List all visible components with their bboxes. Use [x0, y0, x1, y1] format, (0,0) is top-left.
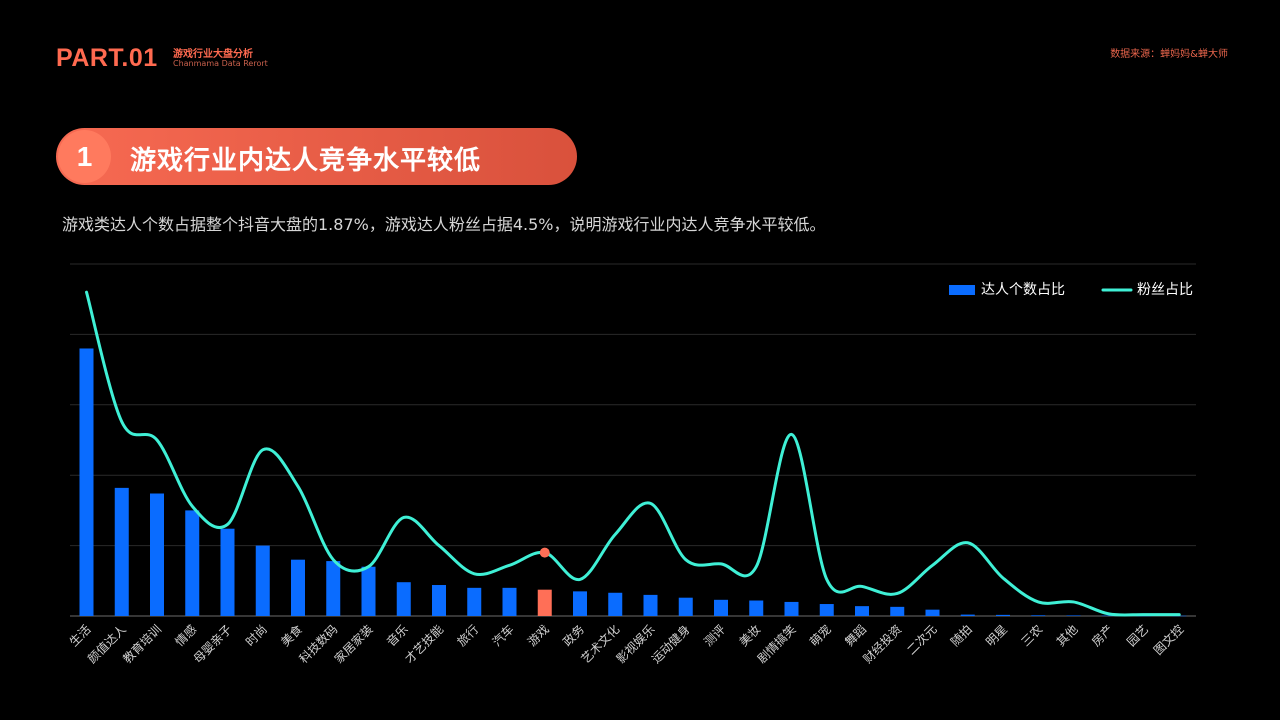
x-tick-label: 测评	[701, 622, 728, 649]
bar-16	[608, 592, 623, 616]
bar-29	[1066, 615, 1081, 616]
x-tick-label: 美妆	[736, 622, 763, 649]
bar-30	[1101, 615, 1116, 617]
bar-25	[925, 609, 940, 616]
bar-24	[890, 606, 905, 616]
x-tick-label: 二次元	[904, 622, 939, 657]
x-tick-label: 园艺	[1124, 622, 1151, 649]
x-tick-label: 政务	[560, 622, 588, 650]
part-subtitle-en: Chanmama Data Rerort	[173, 59, 268, 68]
section-title-pill: 1 游戏行业内达人竞争水平较低	[56, 128, 577, 185]
legend-line-label: 粉丝占比	[1137, 282, 1193, 298]
bar-9	[361, 566, 376, 616]
x-tick-label: 才艺技能	[402, 622, 446, 666]
bar-2	[114, 487, 129, 616]
bar-26	[960, 614, 975, 616]
x-tick-label: 音乐	[383, 622, 411, 650]
x-tick-label: 游戏	[525, 622, 552, 649]
bar-6	[255, 545, 270, 616]
fans-share-line	[85, 290, 1181, 617]
x-tick-label: 运动健身	[648, 622, 693, 667]
legend-bar-label: 达人个数占比	[981, 282, 1065, 298]
chart-grid	[70, 263, 1196, 617]
bar-15	[573, 591, 587, 616]
x-tick-label: 母婴亲子	[191, 622, 235, 666]
x-tick-label: 时尚	[243, 622, 270, 649]
x-tick-label: 家居家装	[331, 622, 376, 667]
bar-8	[326, 561, 341, 616]
bar-5	[220, 528, 235, 616]
bar-27	[996, 614, 1010, 616]
part-subtitle-cn: 游戏行业大盘分析	[173, 49, 253, 60]
bar-21	[784, 601, 799, 616]
bar-20	[749, 600, 764, 616]
highlight-point	[539, 547, 550, 558]
bar-7	[291, 559, 305, 616]
line-series	[85, 290, 1181, 617]
x-tick-label: 情感	[172, 622, 200, 650]
x-tick-label: 教育培训	[120, 622, 165, 667]
bar-4	[185, 510, 200, 616]
section-description: 游戏类达人个数占据整个抖音大盘的1.87%，游戏达人粉丝占据4.5%，说明游戏行…	[62, 215, 826, 234]
bar-1	[79, 348, 94, 616]
part-label: PART.01	[56, 44, 158, 72]
x-tick-label: 明星	[983, 622, 1010, 649]
x-tick-label: 三农	[1018, 622, 1045, 649]
x-tick-label: 生活	[67, 622, 94, 649]
chart-legend: 达人个数占比 粉丝占比	[949, 282, 1193, 298]
bar-12	[467, 587, 482, 616]
bar-10	[396, 582, 411, 616]
bar-17	[643, 594, 658, 616]
x-tick-label: 旅行	[454, 622, 481, 649]
x-tick-label: 其他	[1054, 622, 1081, 649]
section-number: 1	[58, 130, 111, 183]
bar-28	[1031, 615, 1046, 616]
legend-bar-swatch	[949, 285, 975, 295]
bar-3	[150, 493, 164, 616]
x-tick-label: 舞蹈	[842, 622, 869, 649]
bar-14	[537, 589, 552, 616]
x-tick-label: 萌宠	[806, 622, 834, 650]
x-tick-label: 房产	[1088, 622, 1116, 650]
bar-18	[678, 597, 693, 616]
bar-23	[855, 606, 869, 616]
bar-series	[79, 348, 1187, 617]
x-tick-label: 财经投资	[860, 622, 905, 667]
bar-13	[502, 587, 517, 616]
x-tick-label: 随拍	[947, 622, 975, 650]
x-tick-label: 美食	[278, 622, 306, 650]
section-title: 游戏行业内达人竞争水平较低	[130, 146, 482, 176]
x-tick-label: 图文控	[1150, 622, 1186, 658]
bar-19	[714, 599, 728, 616]
bar-22	[819, 604, 834, 616]
x-tick-label: 剧情搞笑	[754, 622, 799, 667]
x-tick-label: 汽车	[489, 622, 517, 650]
bar-11	[432, 585, 446, 616]
data-source: 数据来源：蝉妈妈&蝉大师	[1110, 49, 1228, 60]
